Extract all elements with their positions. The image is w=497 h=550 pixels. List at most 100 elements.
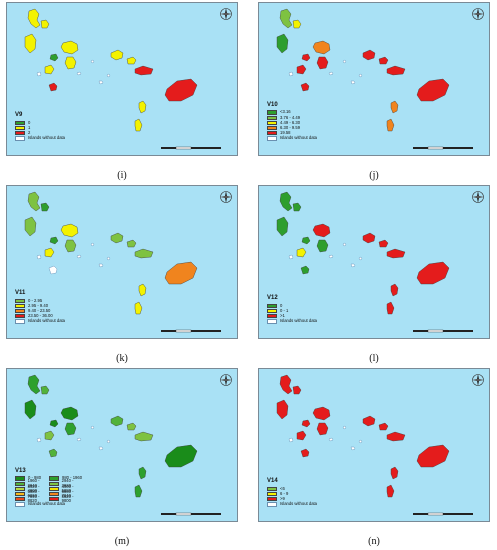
island-4 [316, 56, 329, 70]
north-arrow-icon [219, 190, 233, 204]
island-4 [316, 239, 329, 253]
legend-label: >9 [280, 496, 285, 502]
island-4 [64, 239, 77, 253]
legend-item: 4.49 - 6.30 [267, 120, 317, 125]
island-13 [386, 431, 406, 442]
north-arrow-icon [471, 373, 485, 387]
island-10 [342, 59, 347, 64]
legend-label: 2940 - 3920 [61, 478, 74, 488]
island-15 [138, 466, 147, 480]
island-4 [64, 56, 77, 70]
legend-swatch [15, 303, 25, 308]
legend: V14 <6 6 - 9 >9 Islands without data [267, 478, 317, 507]
island-2 [276, 33, 289, 54]
island-11 [110, 232, 124, 244]
legend-label: 5880 - 6860 [27, 488, 40, 499]
legend-item: 6.30 - 9.59 [267, 125, 317, 131]
island-7 [36, 437, 82, 443]
legend-label: >1 [280, 313, 285, 319]
legend-item: 0 [15, 120, 65, 125]
island-13 [134, 431, 154, 442]
north-arrow-icon [471, 7, 485, 21]
legend-title: V12 [267, 295, 278, 302]
legend-title: V13 [15, 467, 26, 474]
legend-title: V10 [267, 101, 278, 108]
island-3 [60, 223, 79, 238]
island-13 [386, 65, 406, 76]
legend-swatch [49, 491, 59, 497]
legend-swatch [267, 497, 277, 502]
legend-item: 6860 - 7840 [49, 488, 83, 499]
legend-item: 23.50 - 36.00 [15, 313, 65, 319]
island-11 [362, 49, 376, 61]
island-14 [416, 444, 450, 468]
map-panel-n: V14 <6 6 - 9 >9 Islands without data [258, 368, 490, 522]
island-15 [390, 466, 399, 480]
legend: V13 0 - 980 980 - 1960 1960 - 2940 2940 - 39… [15, 468, 83, 507]
island-13 [134, 248, 154, 259]
island-9 [350, 439, 363, 451]
legend-label: 1 [28, 124, 31, 130]
scale-bar [413, 512, 473, 517]
legend-swatch [49, 476, 59, 481]
island-10 [90, 242, 95, 247]
legend-item-nodata: Islands without data [267, 136, 317, 141]
legend-swatch [267, 308, 277, 314]
map-svg [276, 374, 450, 498]
legend-item: <3.16 [267, 110, 317, 115]
legend-item: 980 - 1960 [49, 476, 83, 481]
legend-label: Islands without data [280, 318, 318, 324]
island-5 [301, 419, 311, 428]
island-10 [90, 59, 95, 64]
legend-label: 1960 - 2940 [27, 478, 40, 488]
island-15 [390, 283, 399, 297]
island-8 [48, 82, 58, 92]
map-svg [24, 8, 198, 132]
island-3 [312, 406, 331, 421]
legend-item: 2 [15, 130, 65, 136]
island-2 [24, 216, 37, 237]
legend-item: 4900 - 5880 [49, 483, 83, 493]
legend-label: Islands without data [28, 501, 66, 507]
caption-k: (k) [116, 353, 128, 364]
legend-swatch [15, 486, 25, 491]
island-16 [386, 301, 395, 315]
island-16 [386, 484, 395, 498]
map-panel-m: V13 0 - 980 980 - 1960 1960 - 2940 2940 - 39… [6, 368, 238, 522]
island-14 [164, 78, 198, 102]
legend-item: 19.58 [267, 130, 317, 136]
island-9 [98, 439, 111, 451]
caption-n: (n) [368, 536, 380, 547]
legend: V9 0 1 2 Islands without data [15, 112, 65, 141]
island-12 [378, 239, 389, 248]
island-5 [49, 53, 59, 62]
legend-swatch [267, 491, 277, 497]
legend-item: 0 - 1 [267, 308, 317, 314]
legend-label: 23.50 - 36.00 [28, 313, 53, 319]
legend-label: Islands without data [280, 501, 318, 507]
legend-swatch [267, 136, 277, 141]
island-7 [288, 437, 334, 443]
island-5 [49, 419, 59, 428]
island-1 [40, 202, 50, 212]
legend-label: 4900 - 5880 [61, 483, 74, 493]
island-11 [362, 232, 376, 244]
legend-title: V11 [15, 290, 26, 297]
legend-item: 7840 - 8820 [15, 494, 49, 503]
legend-label: 980 - 1960 [62, 475, 83, 481]
scale-bar [161, 329, 221, 334]
legend-label: 6860 - 7840 [61, 488, 74, 499]
scale-bar [161, 146, 221, 151]
island-0 [27, 8, 41, 29]
map-svg [276, 8, 450, 132]
legend-label: 4.49 - 6.30 [280, 119, 301, 125]
island-15 [138, 283, 147, 297]
island-9 [98, 73, 111, 85]
caption-l: (l) [369, 353, 379, 364]
island-16 [134, 484, 143, 498]
legend-label: 8820 - 9800 [61, 494, 74, 504]
legend: V12 0 0 - 1 >1 Islands without data [267, 295, 317, 324]
island-6 [44, 64, 55, 75]
island-6 [44, 247, 55, 258]
map-panel-i: V9 0 1 2 Islands without data [6, 2, 238, 156]
